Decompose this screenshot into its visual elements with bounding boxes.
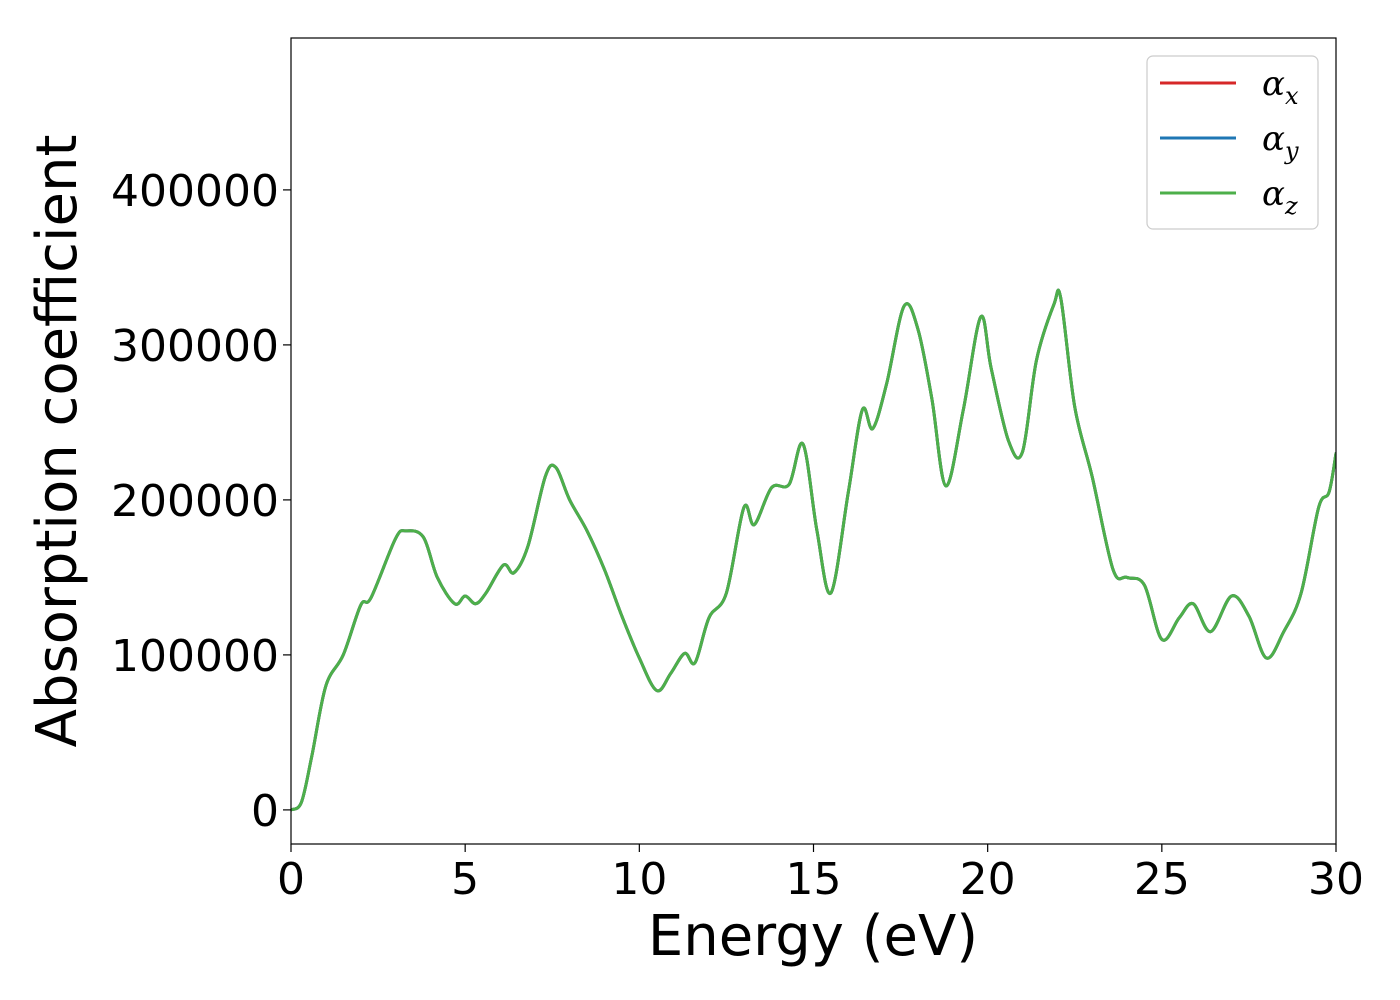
y-tick-label: 400000 <box>111 166 279 217</box>
x-tick-label: 0 <box>277 854 305 905</box>
series-line-x <box>291 288 1336 812</box>
legend: αx αy αz <box>1146 55 1319 230</box>
x-tick-label: 10 <box>611 854 667 905</box>
y-axis-label: Absorption coefficient <box>25 135 90 748</box>
plot-area <box>291 288 1336 812</box>
x-axis-label: Energy (eV) <box>648 904 978 969</box>
legend-label-z: αz <box>1262 174 1298 220</box>
y-tick-label: 100000 <box>111 631 279 682</box>
y-tick-label: 0 <box>251 786 279 837</box>
y-tick-label: 200000 <box>111 476 279 527</box>
x-tick-label: 25 <box>1134 854 1190 905</box>
y-tick-label: 300000 <box>111 321 279 372</box>
legend-label-x: αx <box>1262 64 1299 110</box>
legend-box <box>1146 55 1319 230</box>
legend-label-y: αy <box>1262 119 1299 165</box>
x-tick-label: 5 <box>451 854 479 905</box>
x-tick-label: 30 <box>1308 854 1364 905</box>
series-line-y <box>291 288 1336 812</box>
x-tick-label: 15 <box>786 854 842 905</box>
axes: 0 5 10 15 20 25 30 0 100000 200000 300000 400000 <box>111 37 1364 905</box>
series-line-z <box>291 288 1336 812</box>
x-tick-label: 20 <box>960 854 1016 905</box>
